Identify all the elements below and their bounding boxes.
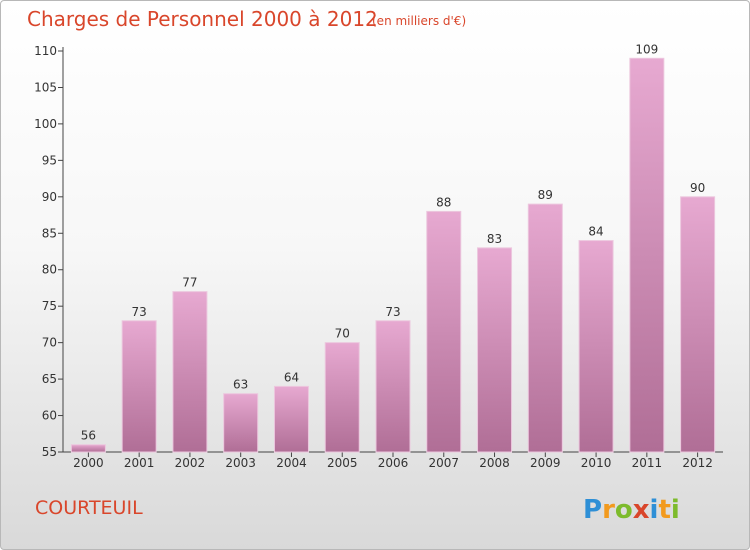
y-tick-label: 80 xyxy=(42,263,57,277)
logo-letter: x xyxy=(633,495,650,525)
y-tick-label: 70 xyxy=(42,336,57,350)
bar-2011 xyxy=(629,57,665,453)
x-tick-label-2012: 2012 xyxy=(682,456,713,470)
y-tick-label: 65 xyxy=(42,372,57,386)
bar-2009 xyxy=(527,203,563,453)
bar-2007 xyxy=(426,210,462,453)
y-tick-label: 55 xyxy=(42,445,57,459)
data-label-2011: 109 xyxy=(635,42,658,56)
data-label-2006: 73 xyxy=(385,305,400,319)
data-label-2003: 63 xyxy=(233,378,248,392)
x-tick-label-2007: 2007 xyxy=(428,456,459,470)
x-tick-label-2005: 2005 xyxy=(327,456,358,470)
commune-name: COURTEUIL xyxy=(35,497,143,519)
data-label-2004: 64 xyxy=(284,370,299,384)
data-label-2000: 56 xyxy=(81,429,96,443)
data-label-2008: 83 xyxy=(487,232,502,246)
bar-2003 xyxy=(223,393,259,453)
logo-letter: i xyxy=(650,495,659,525)
y-tick-label: 90 xyxy=(42,190,57,204)
data-label-2009: 89 xyxy=(538,188,553,202)
chart-title: Charges de Personnel 2000 à 2012 xyxy=(27,7,378,31)
data-label-2007: 88 xyxy=(436,195,451,209)
data-label-2010: 84 xyxy=(588,225,603,239)
y-tick-label: 110 xyxy=(34,44,57,58)
x-tick-label-2000: 2000 xyxy=(73,456,104,470)
x-tick-label-2002: 2002 xyxy=(175,456,206,470)
proxiti-logo: Proxiti xyxy=(583,495,680,525)
bar-2002 xyxy=(172,291,208,453)
x-tick-label-2010: 2010 xyxy=(581,456,612,470)
bar-2008 xyxy=(477,247,513,453)
data-label-2012: 90 xyxy=(690,181,705,195)
data-label-2002: 77 xyxy=(182,276,197,290)
logo-letter: i xyxy=(671,495,680,525)
logo-letter: r xyxy=(602,495,615,525)
x-tick-label-2006: 2006 xyxy=(378,456,409,470)
y-tick-label: 95 xyxy=(42,153,57,167)
bar-2005 xyxy=(324,342,360,453)
bar-2006 xyxy=(375,320,411,453)
data-labels: 56 73 77 63 64 70 73 88 83 89 84 109 90 xyxy=(81,42,706,442)
logo-letter: o xyxy=(615,495,633,525)
y-tick-label: 100 xyxy=(34,117,57,131)
y-tick-label: 85 xyxy=(42,226,57,240)
y-tick-label: 60 xyxy=(42,409,57,423)
x-tick-label-2004: 2004 xyxy=(276,456,307,470)
x-tick-label-2011: 2011 xyxy=(632,456,663,470)
bar-2001 xyxy=(121,320,157,453)
y-tick-label: 105 xyxy=(34,80,57,94)
data-label-2005: 70 xyxy=(335,327,350,341)
bar-series xyxy=(70,57,716,453)
bar-2004 xyxy=(273,385,309,453)
x-tick-label-2009: 2009 xyxy=(530,456,561,470)
data-label-2001: 73 xyxy=(132,305,147,319)
x-tick-label-2001: 2001 xyxy=(124,456,155,470)
x-tick-label-2008: 2008 xyxy=(479,456,510,470)
x-axis: 2000 2001 2002 2003 2004 2005 2006 2007 2008 2009… xyxy=(73,452,713,470)
bar-2012 xyxy=(680,196,716,453)
bar-2000 xyxy=(70,444,106,453)
chart-subtitle: (en milliers d'€) xyxy=(372,14,466,28)
x-tick-label-2003: 2003 xyxy=(225,456,256,470)
y-axis: 55 60 65 70 75 80 85 90 95 100 105 110 xyxy=(34,44,63,459)
logo-letter: P xyxy=(583,495,602,525)
y-tick-label: 75 xyxy=(42,299,57,313)
bar-2010 xyxy=(578,240,614,453)
logo-letter: t xyxy=(658,495,670,525)
